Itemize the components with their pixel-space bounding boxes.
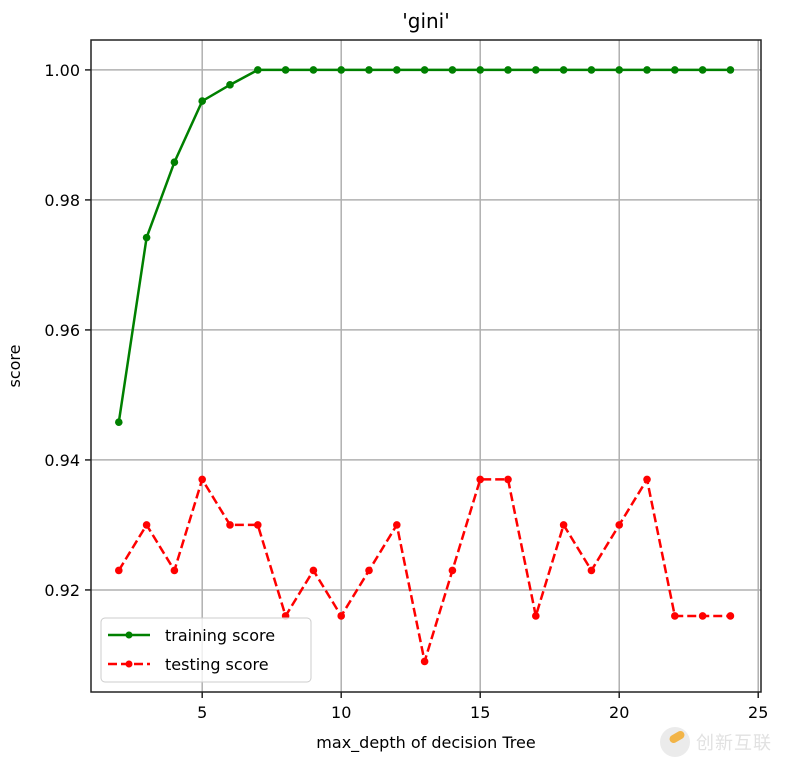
data-point bbox=[393, 521, 401, 529]
data-point bbox=[254, 521, 262, 529]
data-point bbox=[420, 66, 429, 74]
data-point bbox=[142, 521, 151, 529]
y-tick-label: 1.00 bbox=[44, 61, 80, 80]
x-axis-ticks: 5 10 15 20 25 bbox=[197, 692, 768, 722]
legend-training-label: training score bbox=[165, 626, 275, 645]
data-point bbox=[587, 66, 596, 74]
data-point bbox=[504, 475, 512, 484]
y-tick-label: 0.98 bbox=[44, 191, 80, 210]
legend-box bbox=[100, 617, 312, 683]
data-point bbox=[309, 566, 318, 575]
data-point bbox=[448, 566, 457, 575]
data-point bbox=[281, 66, 290, 74]
data-point bbox=[532, 612, 540, 620]
training-score-line bbox=[117, 68, 731, 423]
data-point bbox=[337, 612, 346, 620]
x-tick-label: 10 bbox=[331, 703, 351, 722]
axes-frame bbox=[90, 39, 762, 693]
data-point bbox=[115, 418, 123, 427]
data-point bbox=[365, 66, 373, 74]
data-point bbox=[393, 66, 401, 74]
data-point bbox=[254, 66, 262, 74]
y-tick-label: 0.96 bbox=[44, 321, 80, 340]
x-tick-label: 25 bbox=[748, 703, 768, 722]
data-point bbox=[643, 66, 651, 74]
legend-testing-marker-icon bbox=[125, 660, 133, 668]
y-tick-label: 0.94 bbox=[44, 451, 80, 470]
data-point bbox=[671, 612, 679, 620]
x-axis-label: max_depth of decision Tree bbox=[316, 733, 535, 753]
data-point bbox=[115, 566, 123, 575]
data-point bbox=[170, 566, 179, 575]
data-point bbox=[532, 66, 540, 74]
data-point bbox=[698, 612, 707, 620]
data-point bbox=[615, 521, 624, 529]
grid-lines bbox=[91, 40, 761, 692]
data-point bbox=[726, 612, 735, 620]
legend: training score testing score bbox=[100, 617, 312, 683]
legend-training-marker-icon bbox=[125, 631, 133, 639]
data-point bbox=[309, 66, 318, 74]
data-point bbox=[420, 657, 429, 666]
data-point bbox=[226, 81, 234, 89]
y-axis-label: score bbox=[5, 345, 24, 388]
watermark-logo-icon bbox=[660, 727, 690, 757]
legend-testing-label: testing score bbox=[165, 655, 269, 674]
data-point bbox=[559, 521, 568, 529]
data-point bbox=[198, 97, 207, 105]
data-point bbox=[476, 66, 485, 74]
data-point bbox=[698, 66, 707, 74]
data-point bbox=[142, 233, 151, 242]
data-point bbox=[365, 566, 373, 575]
data-point bbox=[559, 66, 568, 74]
watermark: 创新互联 bbox=[660, 722, 800, 762]
data-point bbox=[226, 521, 234, 529]
watermark-text: 创新互联 bbox=[696, 733, 772, 754]
data-point bbox=[615, 66, 624, 74]
x-tick-label: 5 bbox=[197, 703, 207, 722]
data-point bbox=[337, 66, 346, 74]
data-point bbox=[587, 566, 596, 575]
data-point bbox=[170, 158, 179, 167]
data-point bbox=[643, 475, 651, 484]
y-axis-ticks: 0.92 0.94 0.96 0.98 1.00 bbox=[44, 61, 91, 600]
data-point bbox=[198, 475, 207, 484]
series-group bbox=[115, 66, 735, 666]
x-tick-label: 15 bbox=[470, 703, 490, 722]
x-tick-label: 20 bbox=[609, 703, 629, 722]
data-point bbox=[726, 66, 735, 74]
data-point bbox=[448, 66, 457, 74]
data-point bbox=[504, 66, 512, 74]
data-point bbox=[671, 66, 679, 74]
chart-title: 'gini' bbox=[402, 9, 449, 33]
y-tick-label: 0.92 bbox=[44, 581, 80, 600]
data-point bbox=[476, 475, 485, 484]
